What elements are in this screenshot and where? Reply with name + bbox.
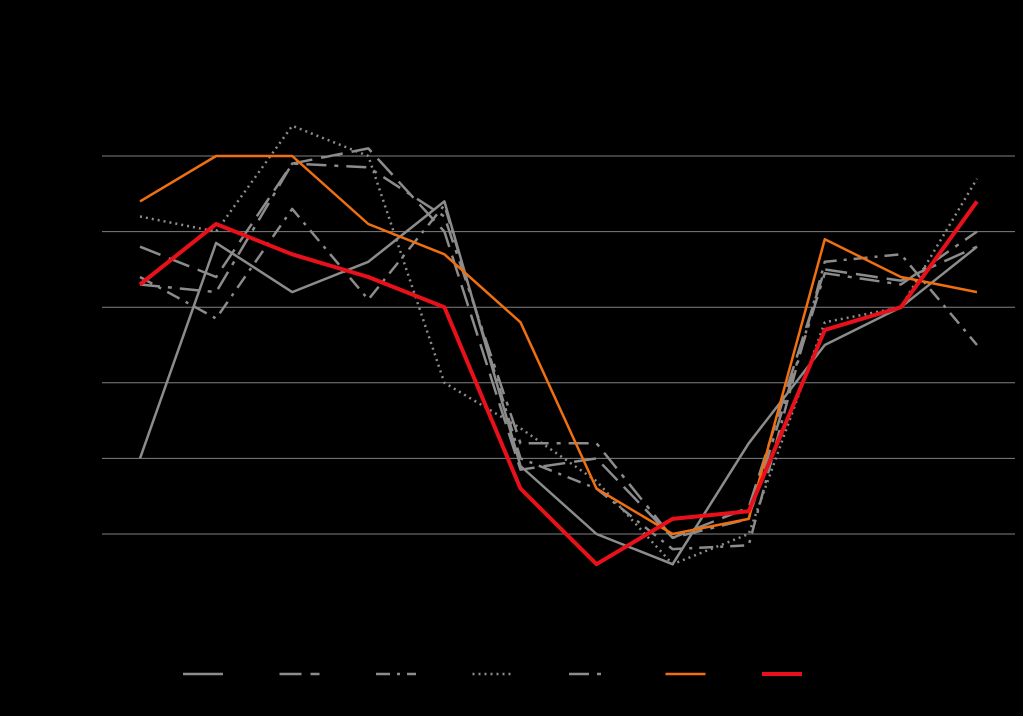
series-line-3 xyxy=(139,203,978,551)
series-line-7 xyxy=(138,200,979,567)
series-line-2 xyxy=(139,147,978,540)
gridlines xyxy=(102,155,1015,535)
series-line-4 xyxy=(139,124,979,566)
series-line-5 xyxy=(139,162,978,540)
series-lines xyxy=(138,124,979,567)
series-line-1 xyxy=(138,200,978,566)
series-line-6 xyxy=(139,154,978,536)
